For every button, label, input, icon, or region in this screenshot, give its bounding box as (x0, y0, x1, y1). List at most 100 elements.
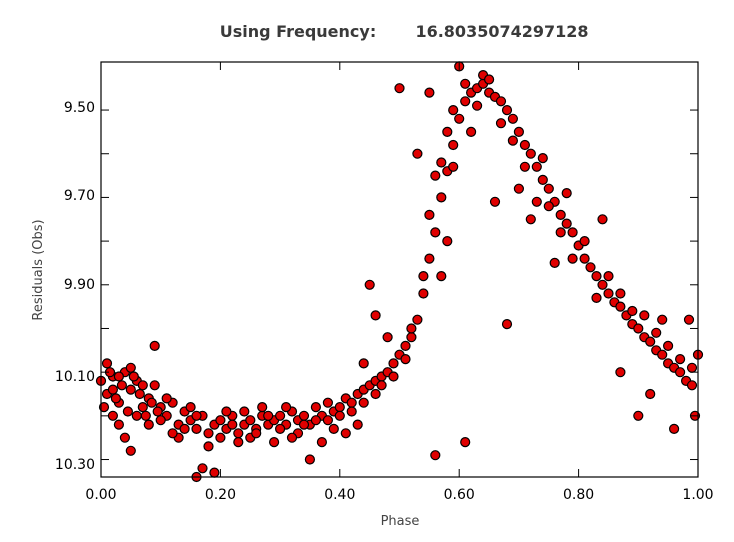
data-point (406, 323, 417, 334)
data-point (597, 214, 608, 225)
data-point (418, 288, 429, 299)
data-point (179, 423, 190, 434)
data-point (149, 340, 160, 351)
data-point (472, 100, 483, 111)
data-point (495, 118, 507, 129)
data-point (352, 419, 363, 430)
data-point (137, 380, 148, 391)
data-point (358, 397, 369, 408)
y-tick-label: 9.70 (64, 188, 95, 204)
data-point (298, 419, 310, 430)
data-point (227, 419, 238, 430)
data-points (95, 61, 704, 483)
data-point (167, 428, 178, 439)
data-point (233, 437, 244, 448)
data-point (495, 96, 507, 107)
data-point (674, 354, 686, 365)
y-axis-label: Residuals (Obs) (31, 219, 46, 320)
data-point (531, 196, 542, 207)
data-point (364, 279, 375, 290)
chart-title-frequency: 16.8035074297128 (415, 22, 588, 41)
data-point (358, 358, 369, 369)
data-point (579, 253, 590, 264)
data-point (645, 388, 656, 400)
data-point (128, 371, 139, 382)
data-point (245, 415, 256, 426)
data-point (430, 450, 441, 461)
data-point (683, 314, 695, 325)
data-point (185, 402, 196, 413)
data-point (460, 96, 471, 107)
data-point (233, 428, 244, 439)
data-point (251, 428, 262, 439)
data-point (191, 423, 202, 434)
data-point (412, 314, 423, 325)
y-tick-label: 10.10 (55, 369, 95, 385)
data-point (388, 358, 399, 369)
plot-frame (100, 61, 699, 478)
x-tick-label: 1.00 (682, 487, 713, 503)
data-point (203, 428, 214, 439)
data-point (310, 415, 321, 426)
data-point (633, 410, 644, 421)
data-point (221, 406, 232, 417)
data-point (651, 327, 662, 338)
data-point (161, 393, 172, 404)
data-point (334, 410, 345, 421)
data-point (567, 227, 578, 238)
data-point (627, 305, 638, 317)
data-point (543, 183, 554, 194)
data-point (537, 153, 548, 164)
data-point (143, 419, 154, 430)
data-point (501, 319, 513, 330)
data-point (561, 188, 572, 199)
data-point (537, 174, 548, 185)
data-point (543, 201, 554, 212)
data-point (400, 354, 411, 365)
data-point (113, 419, 125, 430)
data-point (394, 83, 405, 94)
data-point (603, 271, 614, 282)
data-point (191, 410, 202, 421)
data-point (489, 196, 501, 207)
data-point (146, 397, 157, 408)
data-point (239, 406, 250, 417)
data-point (430, 170, 441, 181)
data-point (346, 397, 357, 408)
data-point (298, 410, 310, 421)
data-point (657, 349, 668, 360)
axis-ticks (100, 62, 699, 477)
data-point (454, 113, 465, 124)
data-point (322, 415, 333, 426)
y-tick-label: 9.90 (64, 277, 95, 293)
data-point (686, 380, 698, 391)
data-point (269, 437, 280, 448)
data-point (507, 135, 519, 146)
data-point (370, 310, 381, 321)
x-tick-label: 0.20 (205, 487, 236, 503)
data-point (388, 371, 399, 382)
data-point (134, 388, 145, 400)
data-point (448, 139, 459, 151)
data-point (448, 104, 459, 116)
data-point (257, 402, 268, 413)
data-point (519, 161, 531, 172)
data-point (116, 380, 128, 391)
data-point (101, 358, 113, 369)
data-point (310, 402, 321, 413)
data-point (203, 441, 214, 452)
data-point (197, 463, 208, 474)
data-point (430, 227, 441, 238)
data-point (579, 236, 590, 247)
data-point (316, 437, 327, 448)
data-point (555, 209, 566, 220)
data-point (424, 87, 435, 98)
x-tick-label: 0.80 (563, 487, 594, 503)
data-point (436, 192, 447, 203)
data-point (555, 227, 566, 238)
data-point (615, 301, 626, 312)
data-point (657, 314, 668, 325)
data-point (591, 271, 602, 282)
data-point (406, 332, 417, 343)
data-point (140, 410, 151, 421)
